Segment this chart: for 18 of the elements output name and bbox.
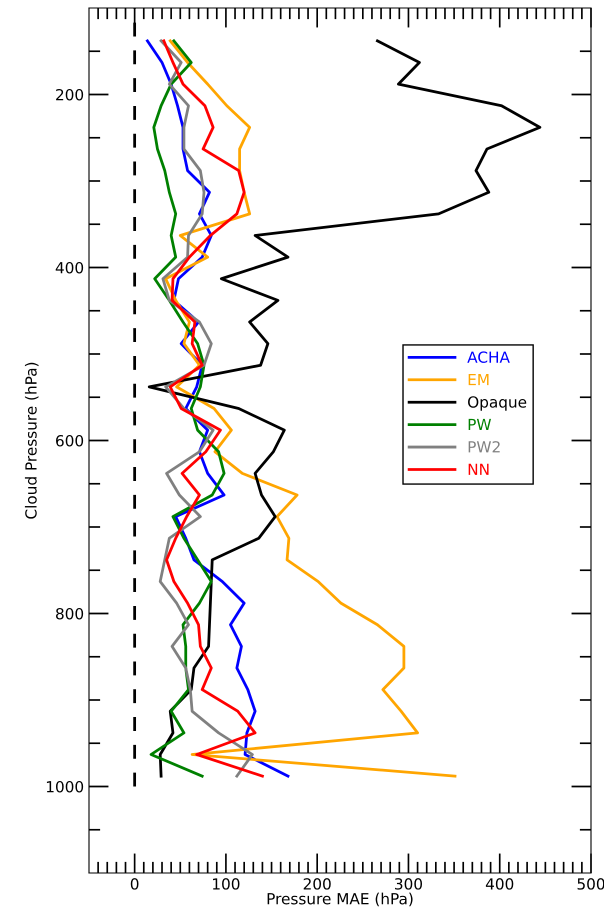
legend-label: PW <box>468 418 491 430</box>
x-tick-label: 0 <box>130 878 138 890</box>
legend-label: PW2 <box>468 441 500 452</box>
x-tick-label: 100 <box>213 878 240 890</box>
x-tick-label: 200 <box>304 878 331 890</box>
y-tick-label: 800 <box>56 608 84 620</box>
x-tick-label: 300 <box>395 878 422 890</box>
y-tick-label: 200 <box>56 88 84 101</box>
legend-label: EM <box>468 374 489 386</box>
y-tick-label: 1000 <box>46 780 84 793</box>
y-tick-label: 400 <box>56 262 84 274</box>
legend-label: Opaque <box>468 396 526 411</box>
y-axis-title: Cloud Pressure (hPa) <box>24 362 39 519</box>
x-axis-title: Pressure MAE (hPa) <box>268 892 413 906</box>
x-tick-label: 400 <box>486 878 514 890</box>
legend-label: NN <box>468 464 489 475</box>
y-tick-label: 600 <box>56 434 84 447</box>
legend-label: ACHA <box>467 351 510 363</box>
